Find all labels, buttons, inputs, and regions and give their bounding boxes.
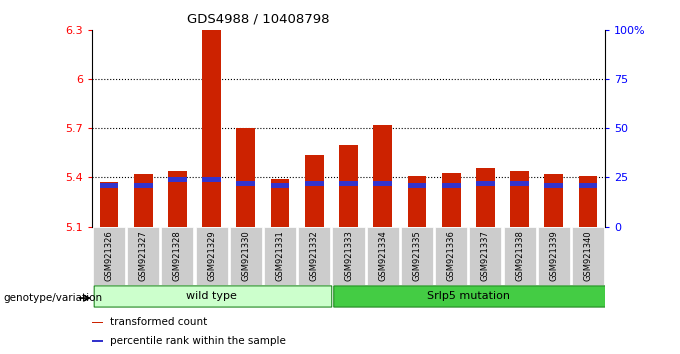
Text: GSM921328: GSM921328	[173, 230, 182, 281]
Text: GSM921329: GSM921329	[207, 230, 216, 281]
Text: genotype/variation: genotype/variation	[3, 293, 103, 303]
FancyBboxPatch shape	[504, 227, 536, 285]
Text: GSM921333: GSM921333	[344, 230, 353, 281]
Bar	[202, 30, 221, 227]
FancyBboxPatch shape	[264, 227, 296, 285]
Text: GSM921326: GSM921326	[105, 230, 114, 281]
Text: GSM921331: GSM921331	[275, 230, 284, 281]
Text: GSM921338: GSM921338	[515, 230, 524, 281]
Bar	[476, 167, 495, 227]
Text: percentile rank within the sample: percentile rank within the sample	[110, 336, 286, 346]
Bar	[92, 322, 103, 323]
FancyBboxPatch shape	[196, 227, 228, 285]
Bar	[510, 171, 529, 227]
Text: wild type: wild type	[186, 291, 237, 301]
Text: GDS4988 / 10408798: GDS4988 / 10408798	[187, 12, 330, 25]
FancyBboxPatch shape	[230, 227, 262, 285]
Bar	[305, 154, 324, 227]
FancyBboxPatch shape	[161, 227, 193, 285]
FancyBboxPatch shape	[333, 227, 364, 285]
Bar	[579, 176, 598, 227]
Bar	[442, 172, 460, 227]
FancyBboxPatch shape	[299, 227, 330, 285]
Bar	[579, 183, 598, 188]
Bar	[168, 171, 187, 227]
Text: transformed count: transformed count	[110, 318, 207, 327]
Bar	[92, 340, 103, 342]
Bar	[407, 183, 426, 188]
Bar	[545, 183, 563, 188]
FancyBboxPatch shape	[401, 227, 433, 285]
Text: GSM921339: GSM921339	[549, 230, 558, 281]
Bar	[373, 181, 392, 186]
FancyBboxPatch shape	[572, 227, 604, 285]
Bar	[476, 181, 495, 186]
FancyBboxPatch shape	[127, 227, 159, 285]
Bar	[339, 145, 358, 227]
FancyBboxPatch shape	[435, 227, 467, 285]
Text: GSM921334: GSM921334	[378, 230, 387, 281]
Text: GSM921340: GSM921340	[583, 230, 592, 281]
FancyBboxPatch shape	[367, 227, 398, 285]
Bar	[442, 183, 460, 188]
Bar	[99, 182, 118, 227]
Bar	[407, 176, 426, 227]
Text: GSM921327: GSM921327	[139, 230, 148, 281]
FancyBboxPatch shape	[95, 286, 332, 307]
FancyBboxPatch shape	[334, 286, 606, 307]
Bar	[373, 125, 392, 227]
FancyBboxPatch shape	[469, 227, 501, 285]
Text: GSM921337: GSM921337	[481, 230, 490, 281]
Bar	[271, 183, 290, 188]
Bar	[510, 181, 529, 186]
Bar	[237, 181, 255, 186]
Bar	[202, 177, 221, 182]
Text: GSM921335: GSM921335	[413, 230, 422, 281]
Bar	[339, 181, 358, 186]
Bar	[168, 177, 187, 182]
Bar	[545, 174, 563, 227]
Bar	[134, 183, 152, 188]
Text: GSM921336: GSM921336	[447, 230, 456, 281]
Text: GSM921332: GSM921332	[310, 230, 319, 281]
FancyBboxPatch shape	[538, 227, 570, 285]
Bar	[271, 179, 290, 227]
Bar	[237, 128, 255, 227]
Bar	[305, 181, 324, 186]
Text: Srlp5 mutation: Srlp5 mutation	[427, 291, 510, 301]
Text: GSM921330: GSM921330	[241, 230, 250, 281]
FancyBboxPatch shape	[93, 227, 125, 285]
Bar	[134, 174, 152, 227]
Bar	[99, 183, 118, 188]
